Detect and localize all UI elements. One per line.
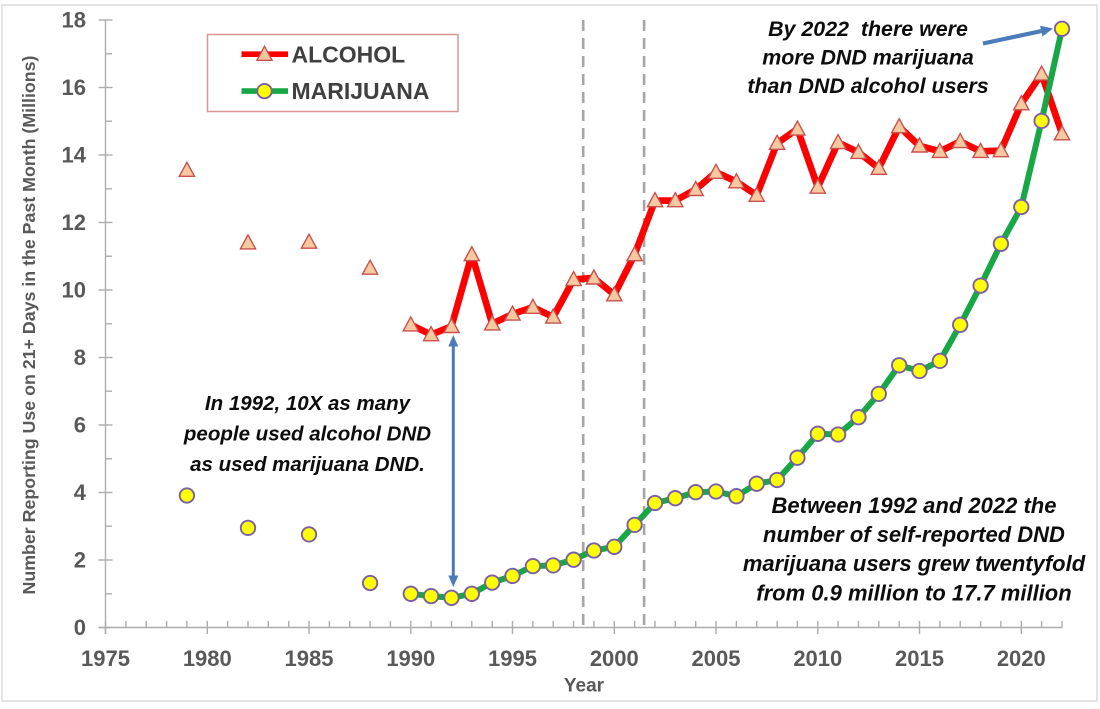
svg-text:2020: 2020 xyxy=(997,646,1046,671)
svg-text:1985: 1985 xyxy=(285,646,334,671)
svg-text:1975: 1975 xyxy=(81,646,130,671)
svg-text:Number Reporting Use on 21+ Da: Number Reporting Use on 21+ Days in the … xyxy=(19,55,39,594)
svg-text:12: 12 xyxy=(62,210,86,235)
svg-text:1990: 1990 xyxy=(386,646,435,671)
svg-text:2015: 2015 xyxy=(895,646,944,671)
svg-text:4: 4 xyxy=(74,480,87,505)
svg-text:more DND marijuana: more DND marijuana xyxy=(762,46,974,70)
svg-text:16: 16 xyxy=(62,75,86,100)
svg-text:14: 14 xyxy=(62,143,87,168)
svg-text:1995: 1995 xyxy=(488,646,537,671)
svg-text:10: 10 xyxy=(62,278,86,303)
svg-text:number of self-reported DND: number of self-reported DND xyxy=(763,522,1065,547)
svg-text:MARIJUANA: MARIJUANA xyxy=(292,78,430,104)
svg-text:0: 0 xyxy=(74,615,86,640)
svg-text:2010: 2010 xyxy=(793,646,842,671)
svg-text:marijuana users grew twentyfol: marijuana users grew twentyfold xyxy=(743,551,1086,576)
svg-text:as used marijuana DND.: as used marijuana DND. xyxy=(190,453,425,476)
svg-text:Year: Year xyxy=(564,676,605,697)
svg-text:By 2022 there were: By 2022 there were xyxy=(768,17,968,41)
svg-text:2: 2 xyxy=(74,548,86,573)
svg-text:1980: 1980 xyxy=(183,646,232,671)
svg-text:18: 18 xyxy=(62,8,86,33)
svg-text:ALCOHOL: ALCOHOL xyxy=(292,41,406,67)
svg-text:2000: 2000 xyxy=(590,646,639,671)
svg-text:from 0.9 million to 17.7 milli: from 0.9 million to 17.7 million xyxy=(756,580,1071,605)
svg-text:2005: 2005 xyxy=(692,646,741,671)
svg-text:Between 1992 and 2022 the: Between 1992 and 2022 the xyxy=(772,493,1057,518)
svg-text:8: 8 xyxy=(74,345,86,370)
svg-text:than DND alcohol users: than DND alcohol users xyxy=(747,74,988,98)
svg-text:In 1992, 10X as many: In 1992, 10X as many xyxy=(205,392,412,415)
svg-text:people used alcohol DND: people used alcohol DND xyxy=(183,423,431,446)
svg-text:6: 6 xyxy=(74,413,86,438)
